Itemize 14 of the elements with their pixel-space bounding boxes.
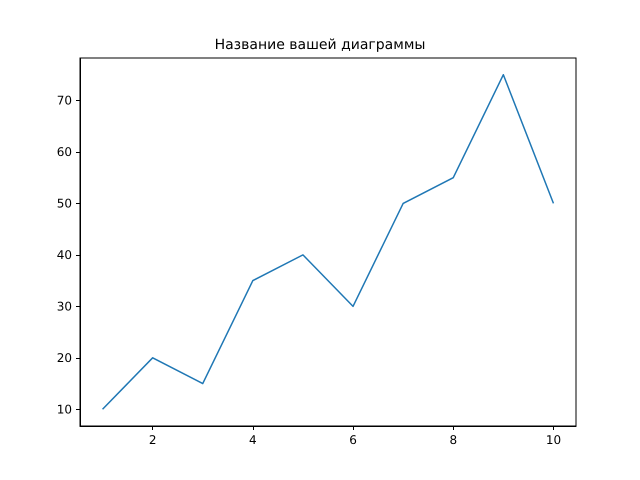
- chart-title: Название вашей диаграммы: [214, 37, 426, 53]
- x-tick-label: 6: [349, 433, 357, 447]
- x-tick-label: 8: [449, 433, 458, 447]
- line-series: [102, 74, 554, 410]
- x-tick-label: 10: [546, 433, 562, 447]
- x-tick-label: 2: [148, 433, 156, 447]
- y-tick-label: 70: [56, 93, 72, 108]
- y-tick-label: 20: [56, 350, 72, 365]
- y-tick-label: 60: [56, 144, 72, 159]
- y-tick-label: 50: [56, 196, 72, 210]
- x-tick-label: 4: [249, 433, 257, 447]
- y-tick-label: 40: [56, 248, 72, 262]
- y-tick-label: 30: [56, 299, 72, 314]
- y-tick-label: 10: [56, 402, 72, 416]
